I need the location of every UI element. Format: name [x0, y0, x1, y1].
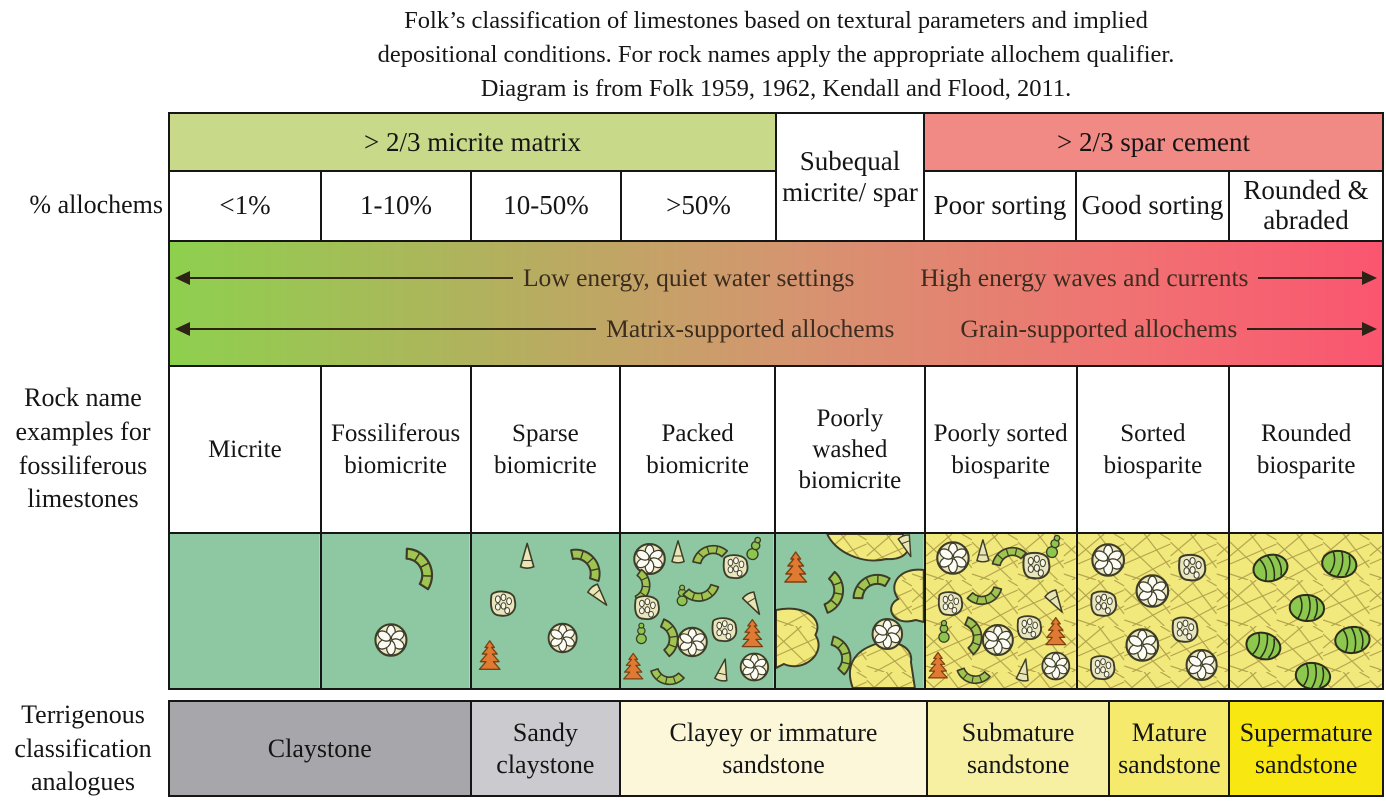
header-rows: > 2/3 micrite matrix <1% 1-10% 10-50% >5…	[169, 113, 1383, 241]
rock-name-sorted-biosparite: Sorted biosparite	[1076, 366, 1230, 533]
rounded-biosparite-texture	[1229, 533, 1383, 689]
sorting-col-rounded: Rounded & abraded	[1229, 171, 1383, 241]
classification-table: > 2/3 micrite matrix <1% 1-10% 10-50% >5…	[168, 112, 1384, 690]
diagram-title: Folk’s classification of limestones base…	[168, 4, 1384, 105]
terrigenous-row: Claystone Sandy claystone Clayey or imma…	[168, 700, 1384, 797]
row-label-terrigenous: Terrigenous classification analogues	[14, 699, 152, 797]
allochem-col-1-10: 1-10%	[321, 171, 471, 241]
sorting-row: Poor sorting Good sorting Rounded & abra…	[924, 171, 1383, 241]
energy-gradient-bar: Low energy, quiet water settings High en…	[169, 241, 1383, 366]
terrigenous-supermature-sandstone: Supermature sandstone	[1229, 701, 1383, 796]
matrix-supported-label: Matrix-supported allochems	[606, 314, 895, 344]
packed-biomicrite-texture	[620, 533, 775, 689]
grain-supported-label: Grain-supported allochems	[960, 314, 1238, 344]
terrigenous-submature-sandstone: Submature sandstone	[926, 701, 1110, 796]
title-line-3: Diagram is from Folk 1959, 1962, Kendall…	[480, 74, 1072, 102]
rock-name-row: Micrite Fossiliferous biomicrite Sparse …	[169, 366, 1383, 533]
row-label-allochems: % allochems	[29, 190, 163, 220]
sorting-col-poor: Poor sorting	[924, 171, 1076, 241]
header-spar-cement: > 2/3 spar cement	[924, 113, 1383, 171]
title-line-1: Folk’s classification of limestones base…	[404, 7, 1148, 34]
texture-row	[169, 533, 1383, 689]
allochem-percent-row: <1% 1-10% 10-50% >50%	[169, 171, 776, 241]
terrigenous-sandy-claystone: Sandy claystone	[470, 701, 621, 796]
arrow-right-icon	[1258, 270, 1377, 285]
sorted-biosparite-texture	[1076, 533, 1230, 689]
fossiliferous-biomicrite-texture	[320, 533, 471, 689]
allochem-col-gt50: >50%	[621, 171, 776, 241]
header-micrite-matrix: > 2/3 micrite matrix	[169, 113, 776, 171]
terrigenous-claystone: Claystone	[169, 701, 471, 796]
rock-name-micrite: Micrite	[169, 366, 321, 533]
poorly-sorted-biosparite-texture	[924, 533, 1077, 689]
title-line-2: depositional conditions. For rock names …	[377, 40, 1175, 68]
row-label-rock-names: Rock name examples for fossiliferous lim…	[15, 382, 151, 514]
poorly-washed-biomicrite-texture	[775, 533, 925, 689]
allochem-col-10-50: 10-50%	[471, 171, 621, 241]
sorting-col-good: Good sorting	[1076, 171, 1229, 241]
allochem-col-lt1: <1%	[169, 171, 321, 241]
arrow-right-icon	[1247, 322, 1377, 337]
arrow-left-icon	[175, 270, 513, 285]
energy-line: Low energy, quiet water settings High en…	[175, 262, 1377, 293]
high-energy-label: High energy waves and currents	[920, 262, 1249, 292]
micrite-matrix-group: > 2/3 micrite matrix <1% 1-10% 10-50% >5…	[169, 113, 776, 241]
sparse-biomicrite-texture	[470, 533, 621, 689]
spar-cement-group: > 2/3 spar cement Poor sorting Good sort…	[924, 113, 1383, 241]
micrite-texture	[169, 533, 321, 689]
header-subequal-micrite-spar: Subequal micrite/ spar	[776, 113, 924, 241]
rock-name-poorly-sorted-biosparite: Poorly sorted biosparite	[924, 366, 1077, 533]
rock-name-packed-biomicrite: Packed biomicrite	[620, 366, 775, 533]
arrow-left-icon	[174, 322, 597, 337]
support-line: Matrix-supported allochems Grain-support…	[174, 314, 1377, 344]
rock-name-poorly-washed-biomicrite: Poorly washed biomicrite	[775, 366, 925, 533]
rock-name-fossiliferous-biomicrite: Fossiliferous biomicrite	[320, 366, 471, 533]
low-energy-label: Low energy, quiet water settings	[522, 262, 855, 292]
terrigenous-clayey-immature-sandstone: Clayey or immature sandstone	[620, 701, 927, 796]
rock-name-sparse-biomicrite: Sparse biomicrite	[470, 366, 621, 533]
rock-name-rounded-biosparite: Rounded biosparite	[1229, 366, 1383, 533]
terrigenous-mature-sandstone: Mature sandstone	[1109, 701, 1230, 796]
